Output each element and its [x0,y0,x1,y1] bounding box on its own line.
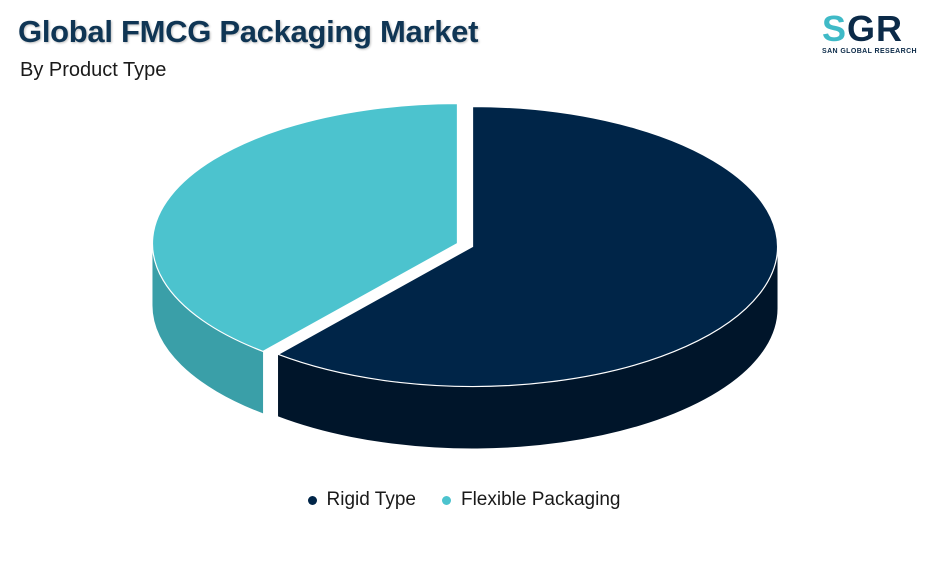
logo-tagline: SAN GLOBAL RESEARCH [822,48,917,55]
legend-label: Flexible Packaging [460,489,621,510]
pie-side-1 [152,243,264,414]
legend-label: Rigid Type [326,489,416,510]
chart-title: Global FMCG Packaging Market [18,14,479,49]
sgr-logo: SGR SAN GLOBAL RESEARCH [818,8,918,58]
chart-legend: Rigid Type Flexible Packaging [0,489,928,511]
pie-slice-rigid-type [276,105,779,388]
legend-dot [307,495,317,505]
pie-slice-flexible-packaging [151,102,459,353]
pie-side-0 [278,246,778,449]
logo-letters: SGR [822,8,904,49]
chart-subtitle: By Product Type [20,59,167,81]
legend-dot [441,495,451,505]
legend-item-rigid-type: Rigid Type [307,489,416,511]
legend-item-flexible-packaging: Flexible Packaging [441,489,621,511]
